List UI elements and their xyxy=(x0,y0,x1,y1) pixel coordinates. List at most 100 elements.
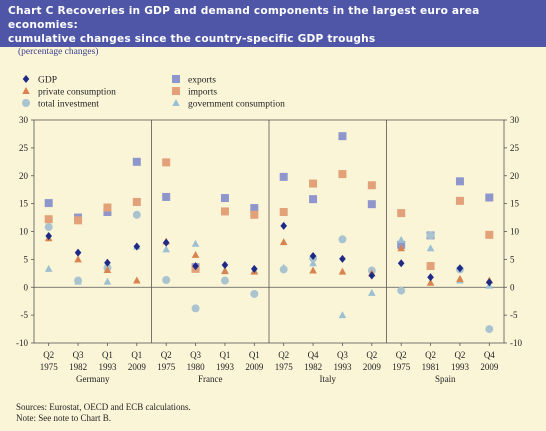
x-tick-year: 2009 xyxy=(128,362,147,372)
gdp-point xyxy=(133,242,141,251)
exports-point xyxy=(250,204,259,213)
source-note: Sources: Eurostat, OECD and ECB calculat… xyxy=(16,402,191,424)
gdp-point xyxy=(427,273,434,282)
exports-point xyxy=(455,177,464,186)
y-tick-label-right: 30 xyxy=(510,115,520,125)
x-tick-year: 1982 xyxy=(69,362,87,372)
x-tick-year: 1975 xyxy=(275,362,294,372)
exports-point xyxy=(485,193,494,202)
note-line: Note: See note to Chart B. xyxy=(16,413,111,423)
exports-point xyxy=(309,195,318,204)
imports-point xyxy=(309,179,318,188)
y-tick-label-right: -10 xyxy=(510,338,522,348)
gdp-point xyxy=(309,252,317,261)
chart-title: Chart C Recoveries in GDP and demand com… xyxy=(8,4,538,46)
x-tick-quarter: Q2 xyxy=(454,350,465,360)
gdp-point xyxy=(397,259,405,268)
imports-point xyxy=(367,181,376,190)
private-consumption-point xyxy=(133,276,141,284)
series-total-investment xyxy=(44,210,494,334)
private-consumption-point xyxy=(426,278,435,286)
y-tick-label-left: 20 xyxy=(19,171,29,181)
private-consumption-point xyxy=(397,244,405,252)
x-tick-year: 1993 xyxy=(216,362,235,372)
imports-point xyxy=(44,215,53,224)
x-tick-quarter: Q3 xyxy=(190,350,201,360)
x-tick-quarter: Q1 xyxy=(102,350,113,360)
x-tick-year: 1980 xyxy=(187,362,206,372)
imports-point xyxy=(132,197,141,206)
legend-marker-exports xyxy=(172,75,180,83)
x-tick-year: 1993 xyxy=(98,362,117,372)
total-investment-point xyxy=(220,276,229,285)
series-imports xyxy=(44,158,494,273)
gdp-point xyxy=(486,278,493,287)
gdp-point xyxy=(45,231,52,240)
x-tick-year: 2009 xyxy=(363,362,382,372)
chart-title-line-2: cumulative changes since the country-spe… xyxy=(8,33,376,45)
x-tick-quarter: Q3 xyxy=(73,350,84,360)
legend-marker-imports xyxy=(172,87,180,95)
gdp-point xyxy=(339,254,346,263)
x-tick-quarter: Q4 xyxy=(308,350,319,360)
private-consumption-point xyxy=(221,267,229,275)
x-tick-quarter: Q2 xyxy=(425,350,436,360)
imports-point xyxy=(74,216,83,225)
private-consumption-point xyxy=(191,250,200,258)
government-consumption-point xyxy=(338,311,347,319)
y-tick-label-left: 15 xyxy=(19,199,29,209)
gdp-point xyxy=(74,248,82,257)
y-tick-label-left: 10 xyxy=(19,227,29,237)
x-tick-year: 1981 xyxy=(422,362,440,372)
legend-label-government-consumption: government consumption xyxy=(188,100,285,110)
x-tick-quarter: Q1 xyxy=(249,350,260,360)
private-consumption-point xyxy=(309,266,317,274)
government-consumption-point xyxy=(309,259,317,267)
total-investment-point xyxy=(162,276,171,285)
total-investment-point xyxy=(426,231,435,240)
x-tick-quarter: Q2 xyxy=(366,350,377,360)
y-tick-label-right: 5 xyxy=(510,254,515,264)
government-consumption-point xyxy=(103,277,112,285)
gdp-point xyxy=(280,221,287,230)
exports-point xyxy=(132,157,141,166)
private-consumption-point xyxy=(456,274,464,282)
private-consumption-point xyxy=(279,238,288,246)
private-consumption-point xyxy=(338,267,347,275)
y-tick-label-right: -5 xyxy=(510,310,518,320)
exports-point xyxy=(103,207,112,216)
gdp-point xyxy=(221,260,229,269)
group-label: France xyxy=(198,374,223,384)
total-investment-point xyxy=(44,223,53,232)
exports-point xyxy=(338,132,347,141)
group-label: Spain xyxy=(435,374,456,384)
x-tick-year: 1975 xyxy=(40,362,59,372)
total-investment-point xyxy=(74,276,83,285)
legend-label-exports: exports xyxy=(188,76,216,86)
x-tick-year: 2009 xyxy=(245,362,264,372)
imports-point xyxy=(250,210,259,219)
imports-point xyxy=(220,207,229,216)
title-bar xyxy=(0,0,546,47)
legend-marker-gdp xyxy=(22,75,30,83)
imports-point xyxy=(162,158,171,167)
y-tick-label-left: 0 xyxy=(24,282,29,292)
chart-subtitle: (percentage changes) xyxy=(18,47,99,57)
imports-point xyxy=(338,170,347,179)
x-tick-year: 1975 xyxy=(392,362,411,372)
y-tick-label-right: 25 xyxy=(510,143,520,153)
legend-label-private-consumption: private consumption xyxy=(38,88,116,98)
total-investment-point xyxy=(397,286,406,295)
imports-point xyxy=(279,207,288,216)
government-consumption-point xyxy=(368,288,376,296)
government-consumption-point xyxy=(162,245,170,253)
government-consumption-point xyxy=(397,235,405,243)
legend-marker-private-consumption xyxy=(22,87,30,94)
y-tick-label-left: -5 xyxy=(21,310,29,320)
gdp-point xyxy=(368,271,376,280)
y-tick-label-right: 20 xyxy=(510,171,520,181)
government-consumption-point xyxy=(426,244,435,252)
x-tick-quarter: Q1 xyxy=(131,350,142,360)
legend-marker-total-investment xyxy=(22,99,30,107)
